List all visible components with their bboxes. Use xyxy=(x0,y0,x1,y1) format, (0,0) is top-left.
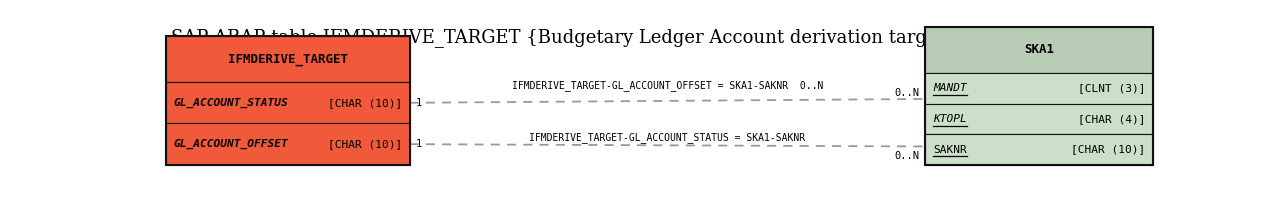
Text: [CHAR (10)]: [CHAR (10)] xyxy=(329,98,402,108)
Text: MANDT: MANDT xyxy=(933,83,968,93)
Text: 1: 1 xyxy=(415,98,421,108)
Bar xyxy=(925,73,1153,103)
Bar xyxy=(925,27,1153,73)
Text: SAP ABAP table IFMDERIVE_TARGET {Budgetary Ledger Account derivation target fiel: SAP ABAP table IFMDERIVE_TARGET {Budgeta… xyxy=(171,28,1011,47)
Text: GL_ACCOUNT_STATUS: GL_ACCOUNT_STATUS xyxy=(173,98,288,108)
Text: SAKNR: SAKNR xyxy=(933,144,968,155)
Text: IFMDERIVE_TARGET-GL_ACCOUNT_STATUS = SKA1-SAKNR: IFMDERIVE_TARGET-GL_ACCOUNT_STATUS = SKA… xyxy=(529,132,806,143)
Bar xyxy=(166,82,410,123)
Text: 0..N: 0..N xyxy=(894,151,920,161)
Bar xyxy=(925,134,1153,165)
Bar xyxy=(925,103,1153,134)
Text: [CHAR (10)]: [CHAR (10)] xyxy=(1072,144,1145,155)
Text: [CHAR (4)]: [CHAR (4)] xyxy=(1078,114,1145,124)
Bar xyxy=(166,36,410,82)
Text: IFMDERIVE_TARGET: IFMDERIVE_TARGET xyxy=(227,53,348,66)
Text: [CLNT (3)]: [CLNT (3)] xyxy=(1078,83,1145,93)
Text: [CHAR (10)]: [CHAR (10)] xyxy=(329,139,402,149)
Text: KTOPL: KTOPL xyxy=(933,114,968,124)
Bar xyxy=(166,36,410,165)
Text: GL_ACCOUNT_OFFSET: GL_ACCOUNT_OFFSET xyxy=(173,139,288,149)
Text: IFMDERIVE_TARGET-GL_ACCOUNT_OFFSET = SKA1-SAKNR  0..N: IFMDERIVE_TARGET-GL_ACCOUNT_OFFSET = SKA… xyxy=(511,80,824,91)
Bar xyxy=(925,27,1153,165)
Text: SKA1: SKA1 xyxy=(1024,43,1054,57)
Text: 0..N: 0..N xyxy=(894,88,920,98)
Bar xyxy=(166,123,410,165)
Text: 1: 1 xyxy=(415,139,421,149)
